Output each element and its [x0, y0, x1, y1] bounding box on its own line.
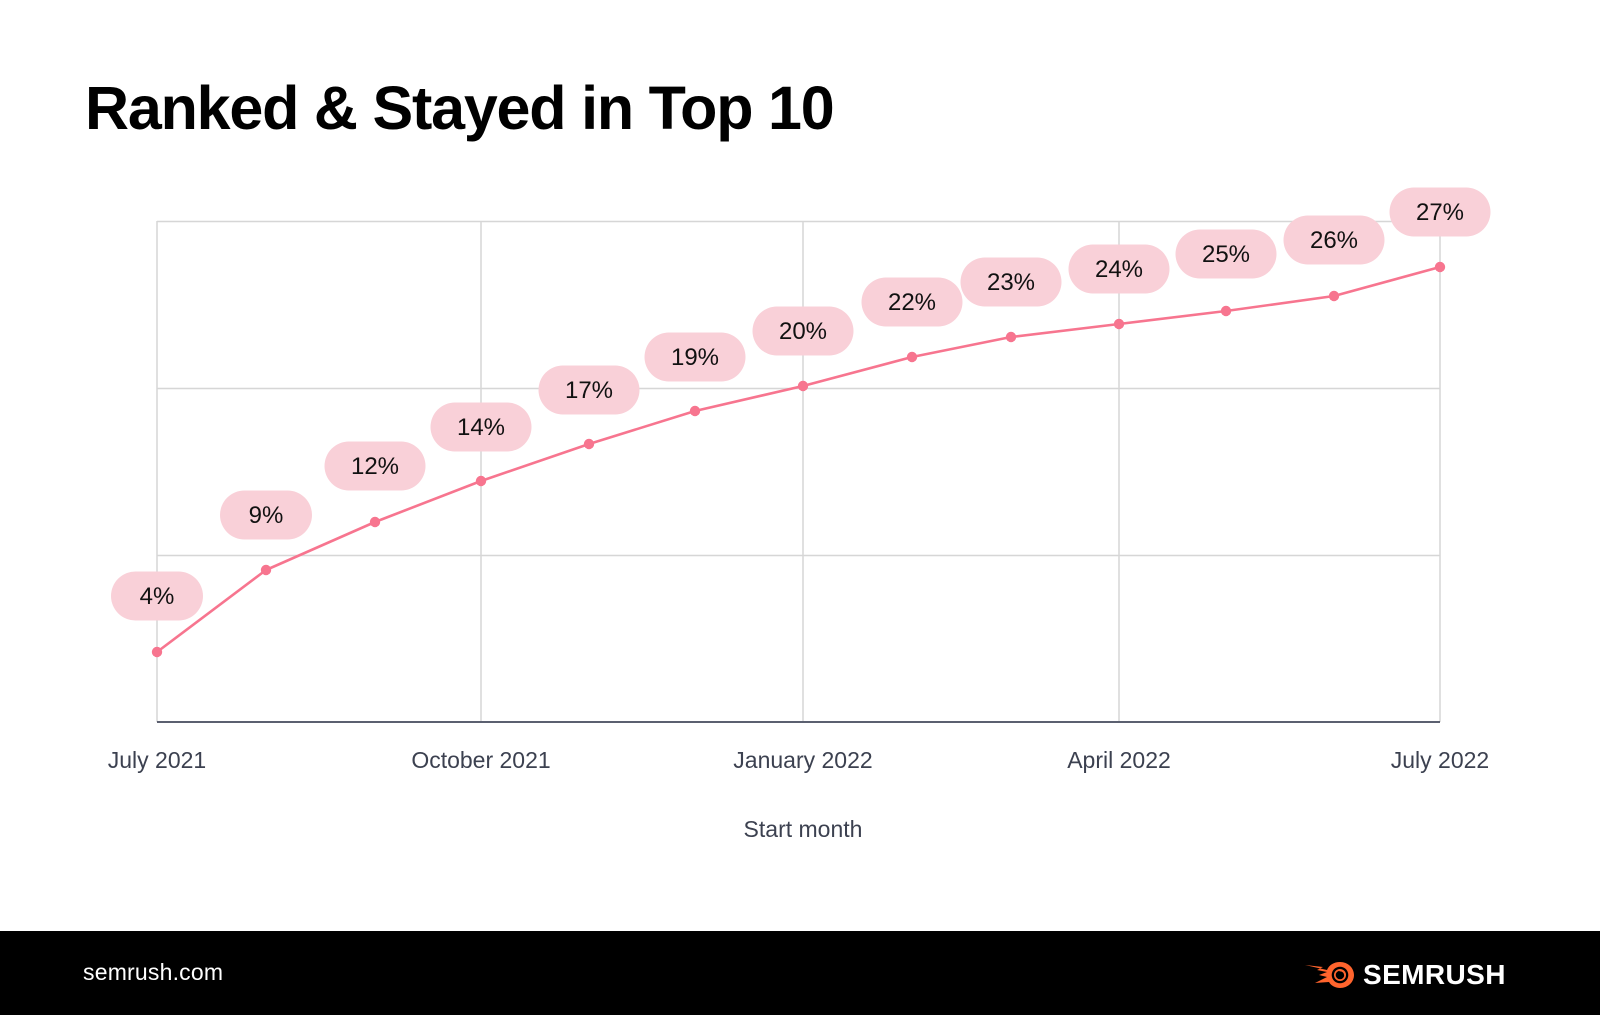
semrush-logo[interactable]: SEMRUSH: [1305, 961, 1506, 989]
data-label: 25%: [1175, 229, 1277, 279]
data-point-marker: [1434, 261, 1446, 273]
semrush-fireball-icon: [1305, 962, 1354, 988]
data-point-marker: [260, 564, 272, 576]
data-label: 26%: [1283, 215, 1385, 265]
footer-bar: semrush.com SEMRUSH: [0, 931, 1600, 1015]
data-label-text: 24%: [1095, 256, 1143, 283]
x-tick-label: April 2022: [1067, 747, 1171, 773]
data-label: 9%: [220, 490, 312, 540]
data-label-text: 14%: [457, 414, 505, 441]
data-label-pill: [644, 332, 746, 382]
data-label-pill: [1068, 244, 1170, 294]
data-label-text: 22%: [888, 289, 936, 316]
data-label-text: 20%: [779, 318, 827, 345]
x-tick-label: October 2021: [411, 747, 550, 773]
x-tick-label: January 2022: [733, 747, 872, 773]
data-label: 17%: [538, 365, 640, 415]
data-label-pill: [220, 490, 312, 540]
data-label: 19%: [644, 332, 746, 382]
data-label: 4%: [111, 571, 203, 621]
data-label-text: 27%: [1416, 199, 1464, 226]
data-point-marker: [151, 646, 163, 658]
data-point-marker: [797, 380, 809, 392]
data-point-marker: [369, 516, 381, 528]
data-label: 14%: [430, 402, 532, 452]
data-label-pill: [1283, 215, 1385, 265]
data-label: 20%: [752, 306, 854, 356]
data-point-marker: [1220, 305, 1232, 317]
data-label-pill: [1175, 229, 1277, 279]
data-label: 22%: [861, 277, 963, 327]
data-label-text: 19%: [671, 344, 719, 371]
data-label-pill: [538, 365, 640, 415]
chart-title: Ranked & Stayed in Top 10: [85, 74, 835, 142]
data-label-text: 23%: [987, 269, 1035, 296]
data-labels: 4% 9% 12% 14% 17% 19% 20% 22% 23% 24% 25% 26% 27%: [111, 187, 1491, 621]
line-chart: 4% 9% 12% 14% 17% 19% 20% 22% 23% 24% 25% 26% 27% Ju…: [108, 187, 1491, 842]
data-points: [151, 261, 1446, 658]
data-point-marker: [475, 475, 487, 487]
data-point-marker: [1328, 290, 1340, 302]
data-label-text: 25%: [1202, 241, 1250, 268]
data-label: 24%: [1068, 244, 1170, 294]
data-label-text: 26%: [1310, 227, 1358, 254]
data-label-pill: [324, 441, 426, 491]
data-label-pill: [1389, 187, 1491, 237]
x-tick-labels: July 2021 October 2021 January 2022 April 2…: [108, 747, 1489, 773]
data-label-pill: [861, 277, 963, 327]
data-label-text: 9%: [249, 502, 284, 529]
data-label: 23%: [960, 257, 1062, 307]
x-tick-label: July 2022: [1391, 747, 1489, 773]
x-axis-title: Start month: [744, 816, 863, 842]
semrush-wordmark: SEMRUSH: [1363, 959, 1506, 990]
data-point-marker: [1113, 318, 1125, 330]
data-label-pill: [430, 402, 532, 452]
data-label-text: 12%: [351, 453, 399, 480]
data-point-marker: [1005, 331, 1017, 343]
data-label-text: 4%: [140, 583, 175, 610]
data-point-marker: [689, 405, 701, 417]
data-label: 12%: [324, 441, 426, 491]
data-label-text: 17%: [565, 377, 613, 404]
data-label-pill: [111, 571, 203, 621]
data-label-pill: [752, 306, 854, 356]
data-point-marker: [906, 351, 918, 363]
x-tick-label: July 2021: [108, 747, 206, 773]
data-label: 27%: [1389, 187, 1491, 237]
footer-site-link[interactable]: semrush.com: [83, 959, 224, 985]
data-point-marker: [583, 438, 595, 450]
data-label-pill: [960, 257, 1062, 307]
